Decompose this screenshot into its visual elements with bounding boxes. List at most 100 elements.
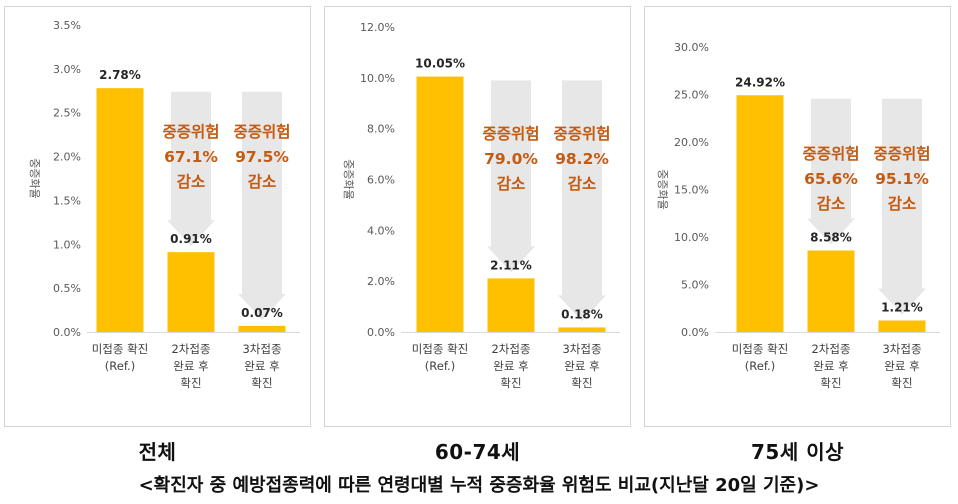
data-label: 1.21% [881,301,923,315]
y-tick-label: 20.0% [674,136,709,149]
risk-annotation: 79.0% [484,150,538,168]
data-label: 8.58% [810,230,852,244]
reduction-arrow [167,91,215,247]
data-label: 10.05% [415,57,465,71]
reduction-arrow [807,98,855,245]
y-tick-label: 0.0% [367,326,395,339]
x-tick-label: 완료 후 [564,359,599,373]
chart-svg-all: 0.0% 0.5% 1.0% 1.5% 2.0% 2.5% 3.0% 3.5% 중증화율 2.78… [28,19,300,390]
reduction-arrow [558,80,606,322]
x-tick-label: 확진 [251,376,272,390]
data-label: 2.78% [99,68,141,82]
y-tick-label: 12.0% [360,21,395,34]
y-tick-label: 2.0% [53,151,81,164]
y-tick-label: 1.5% [53,194,81,207]
reduction-arrow [878,98,926,315]
y-tick-label: 0.0% [53,326,81,339]
bar [807,250,855,332]
panel-title-75plus: 75세 이상 [751,440,844,464]
chart-panel-all: 0.0% 0.5% 1.0% 1.5% 2.0% 2.5% 3.0% 3.5% 중증화율 2.78… [4,6,311,427]
chart-svg-60-74: 0.0% 2.0% 4.0% 6.0% 8.0% 10.0% 12.0% 중증화율 10.05%… [342,21,620,390]
risk-annotation: 감소 [568,174,597,193]
chart-panel-60-74: 0.0% 2.0% 4.0% 6.0% 8.0% 10.0% 12.0% 중증화율 10.05%… [324,6,631,427]
x-tick-label: 3차접종 [882,342,921,356]
risk-annotation: 중증위험 [233,123,290,141]
risk-annotation: 65.6% [804,170,858,188]
risk-annotation: 98.2% [555,150,609,168]
y-tick-label: 5.0% [681,279,709,292]
data-label: 2.11% [490,258,532,272]
bar [558,327,606,332]
bar [96,88,144,332]
bar [878,320,926,332]
risk-annotation: 95.1% [875,170,929,188]
x-tick-label: 완료 후 [493,359,528,373]
data-label: 0.91% [170,232,212,246]
figure-caption: <확진자 중 예방접종력에 따른 연령대별 누적 중증화율 위험도 비교(지난달… [138,475,820,496]
bar [736,95,784,332]
chart-panel-75plus: 0.0% 5.0% 10.0% 15.0% 20.0% 25.0% 30.0% 중증화율 24.… [644,6,951,427]
y-tick-label: 1.0% [53,238,81,251]
y-tick-label: 2.0% [367,275,395,288]
bar [167,252,215,332]
reduction-arrow [487,80,535,273]
x-tick-label: 확진 [571,376,592,390]
x-tick-label: 3차접종 [562,342,601,356]
data-label: 0.07% [241,306,283,320]
y-tick-label: 6.0% [367,174,395,187]
bar [238,325,286,332]
x-tick-label: 2차접종 [171,342,210,356]
risk-annotation: 67.1% [164,148,218,166]
y-tick-label: 8.0% [367,123,395,136]
x-tick-label: 2차접종 [491,342,530,356]
x-tick-label: 3차접종 [242,342,281,356]
y-tick-label: 3.0% [53,63,81,76]
x-tick-label: 완료 후 [244,359,279,373]
x-tick-label: 미접종 확진 [732,342,789,356]
x-tick-label: 확진 [500,376,521,390]
y-tick-label: 0.0% [681,326,709,339]
x-tick-label: (Ref.) [425,359,455,373]
risk-annotation: 감소 [888,194,917,213]
risk-annotation: 중증위험 [873,145,930,163]
x-tick-label: 2차접종 [811,342,850,356]
y-axis-label: 중증화율 [28,158,41,198]
risk-annotation: 감소 [817,194,846,213]
risk-annotation: 감소 [177,172,206,191]
x-tick-label: (Ref.) [105,359,135,373]
risk-annotation: 97.5% [235,148,289,166]
chart-svg-75plus: 0.0% 5.0% 10.0% 15.0% 20.0% 25.0% 30.0% 중증화율 24.… [656,41,940,390]
bar [416,76,464,332]
y-tick-label: 4.0% [367,224,395,237]
risk-annotation: 감소 [497,174,526,193]
risk-annotation: 중증위험 [162,123,219,141]
y-tick-label: 2.5% [53,107,81,120]
y-tick-label: 30.0% [674,41,709,54]
y-axis-label: 중증화율 [342,159,355,199]
panel-title-all: 전체 [138,440,177,464]
y-tick-label: 15.0% [674,184,709,197]
bar [487,278,535,332]
reduction-arrow [238,91,286,320]
y-tick-label: 10.0% [674,231,709,244]
y-tick-label: 10.0% [360,72,395,85]
data-label: 24.92% [735,75,785,89]
risk-annotation: 중증위험 [553,125,610,143]
risk-annotation: 감소 [248,172,277,191]
x-tick-label: 미접종 확진 [412,342,469,356]
x-tick-label: 완료 후 [173,359,208,373]
x-tick-label: 완료 후 [813,359,848,373]
y-axis-label: 중증화율 [656,169,669,209]
y-tick-label: 0.5% [53,282,81,295]
panel-title-60-74: 60-74세 [434,440,521,464]
x-tick-label: 미접종 확진 [92,342,149,356]
y-tick-label: 25.0% [674,89,709,102]
data-label: 0.18% [561,307,603,321]
risk-annotation: 중증위험 [802,145,859,163]
x-tick-label: (Ref.) [745,359,775,373]
x-tick-label: 확진 [891,376,912,390]
x-tick-label: 확진 [820,376,841,390]
x-tick-label: 확진 [180,376,201,390]
y-tick-label: 3.5% [53,19,81,32]
x-tick-label: 완료 후 [884,359,919,373]
